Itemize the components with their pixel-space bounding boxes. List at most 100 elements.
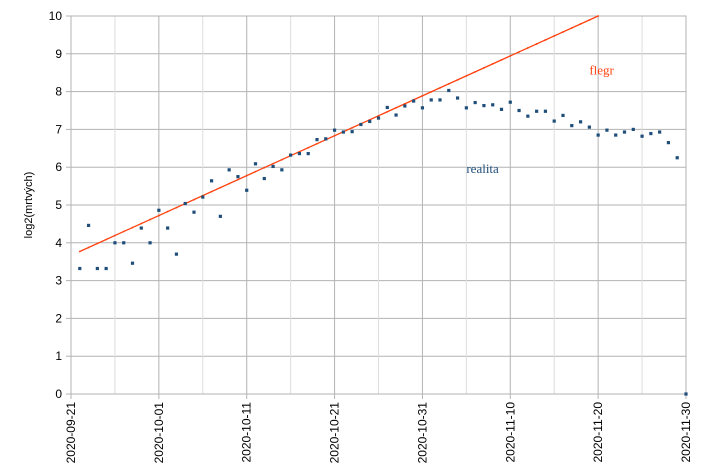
flegr-marker bbox=[96, 242, 99, 245]
flegr-marker bbox=[509, 55, 512, 57]
flegr-marker bbox=[307, 146, 310, 149]
realita-point bbox=[350, 130, 354, 134]
realita-point bbox=[368, 119, 372, 124]
realita-point bbox=[297, 151, 302, 156]
realita-point bbox=[482, 103, 486, 108]
flegr-marker bbox=[421, 94, 424, 97]
flegr-marker bbox=[483, 66, 485, 69]
flegr-marker bbox=[526, 47, 529, 49]
flegr-marker bbox=[535, 43, 538, 45]
flegr-marker bbox=[553, 35, 556, 37]
flegr-marker bbox=[386, 110, 389, 113]
flegr-marker bbox=[193, 198, 195, 201]
x-tick-label: 2020-09-21 bbox=[64, 402, 78, 464]
realita-point bbox=[649, 131, 653, 136]
flegr-marker bbox=[588, 19, 591, 21]
realita-point bbox=[236, 175, 240, 179]
realita-point bbox=[508, 100, 512, 104]
realita-point bbox=[104, 266, 108, 271]
realita-point bbox=[561, 113, 565, 118]
realita-point bbox=[526, 114, 530, 118]
flegr-marker bbox=[474, 70, 477, 73]
flegr-marker bbox=[456, 78, 459, 81]
realita-point bbox=[324, 137, 328, 141]
flegr-marker bbox=[254, 170, 257, 173]
realita-point bbox=[499, 107, 504, 111]
x-tick-label: 2020-11-20 bbox=[591, 402, 605, 463]
realita-point bbox=[148, 241, 152, 245]
axes: 0 1 2 3 4 5 6 7 8 9 10 2020-09-21 2020-10-01 2020-10-… bbox=[49, 9, 693, 463]
y-tick-label: 2 bbox=[55, 311, 62, 325]
flegr-marker bbox=[140, 222, 143, 225]
realita-point bbox=[130, 261, 135, 265]
flegr-marker bbox=[263, 166, 266, 169]
realita-point bbox=[262, 176, 266, 181]
flegr-marker bbox=[157, 214, 160, 217]
flegr-marker bbox=[518, 51, 520, 53]
realita-point bbox=[535, 109, 539, 113]
realita-point bbox=[587, 125, 591, 129]
y-tick-label: 1 bbox=[55, 349, 62, 363]
flegr-marker bbox=[228, 182, 231, 185]
realita-point bbox=[640, 134, 644, 138]
realita-point bbox=[174, 252, 179, 256]
flegr-marker bbox=[500, 59, 503, 61]
realita-point bbox=[113, 241, 117, 245]
realita-point bbox=[201, 195, 205, 199]
realita-point bbox=[622, 130, 627, 134]
flegr-marker bbox=[149, 218, 151, 221]
flegr-marker bbox=[175, 206, 178, 209]
realita-point bbox=[192, 210, 196, 214]
y-axis-title: log2(mrtvých) bbox=[23, 172, 35, 239]
realita-point bbox=[341, 130, 345, 134]
x-tick-label: 2020-10-01 bbox=[152, 402, 166, 464]
flegr-line bbox=[79, 15, 599, 253]
realita-point bbox=[631, 127, 635, 131]
y-tick-label: 5 bbox=[55, 198, 62, 212]
realita-point bbox=[253, 162, 258, 166]
y-tick-label: 3 bbox=[55, 274, 62, 288]
flegr-marker bbox=[280, 158, 283, 161]
realita-point bbox=[139, 226, 143, 230]
realita-point bbox=[78, 266, 82, 271]
flegr-marker bbox=[122, 230, 125, 233]
realita-point bbox=[658, 130, 662, 134]
realita-point bbox=[359, 122, 363, 127]
realita-point bbox=[315, 138, 319, 142]
realita-point bbox=[455, 96, 460, 100]
realita-point bbox=[95, 266, 99, 271]
realita-point bbox=[543, 109, 548, 113]
realita-point bbox=[394, 113, 398, 117]
realita-point bbox=[578, 120, 583, 124]
realita-point bbox=[420, 106, 425, 110]
flegr-marker bbox=[597, 15, 600, 17]
flegr-marker bbox=[210, 190, 213, 193]
labels: log2(mrtvých) flegr realita bbox=[23, 63, 615, 239]
flegr-marker bbox=[491, 62, 494, 65]
realita-point bbox=[166, 226, 170, 230]
realita-point bbox=[227, 168, 231, 172]
flegr-marker bbox=[579, 23, 582, 25]
flegr-marker bbox=[377, 114, 380, 117]
flegr-marker bbox=[166, 210, 169, 213]
realita-point bbox=[289, 153, 293, 157]
y-tick-label: 10 bbox=[49, 9, 63, 23]
realita-point bbox=[412, 99, 416, 103]
flegr-marker bbox=[447, 82, 450, 85]
realita-point bbox=[157, 208, 161, 212]
x-tick-label: 2020-10-21 bbox=[328, 402, 342, 464]
realita-point bbox=[570, 124, 574, 128]
flegr-marker bbox=[395, 106, 397, 109]
realita-point bbox=[306, 151, 310, 156]
flegr-marker bbox=[316, 142, 318, 145]
realita-point bbox=[376, 116, 381, 120]
realita-point bbox=[605, 128, 609, 132]
realita-point bbox=[271, 164, 275, 169]
plot-frame bbox=[70, 15, 687, 395]
realita-point bbox=[86, 223, 91, 228]
realita-point bbox=[218, 214, 222, 218]
x-tick-label: 2020-10-11 bbox=[240, 402, 254, 463]
realita-point bbox=[438, 98, 442, 102]
realita-point bbox=[491, 103, 495, 107]
